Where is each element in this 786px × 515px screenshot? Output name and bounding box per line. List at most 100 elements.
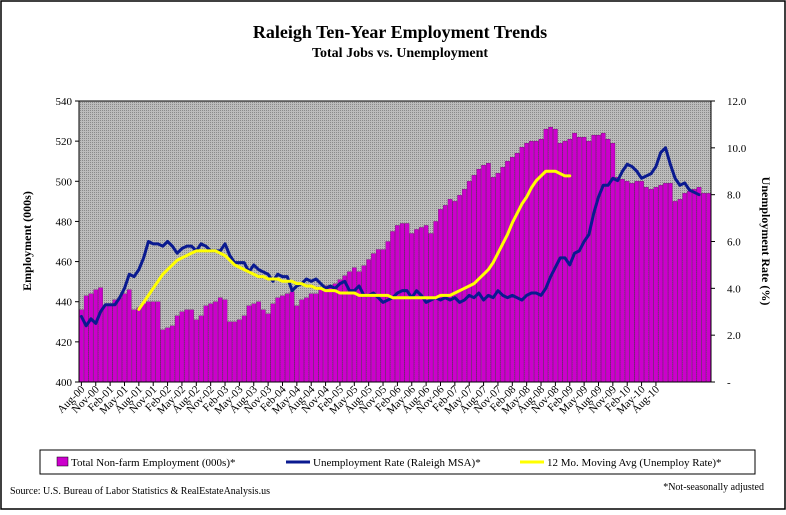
- employment-bar: [409, 233, 415, 383]
- employment-bar: [639, 181, 644, 383]
- employment-bar: [136, 307, 142, 383]
- employment-bar: [682, 193, 687, 383]
- y2-tick-label: 4.0: [727, 283, 741, 295]
- employment-bar: [289, 291, 295, 383]
- y2-tick-label: 6.0: [727, 237, 741, 249]
- employment-bar: [131, 309, 137, 383]
- employment-bar: [308, 293, 314, 383]
- y-tick-label: 540: [56, 96, 73, 108]
- plot-area: [79, 101, 711, 382]
- left-axis-ticks: 400 420 440 460 480 500 520 540: [56, 96, 79, 389]
- employment-bar: [313, 293, 319, 383]
- employment-bar: [395, 225, 400, 383]
- employment-bar: [691, 189, 697, 383]
- employment-bar: [294, 305, 300, 383]
- employment-bar: [648, 189, 654, 383]
- employment-bar: [663, 183, 668, 383]
- employment-bar: [107, 303, 113, 383]
- employment-bar: [232, 321, 237, 383]
- employment-bar: [548, 126, 553, 383]
- employment-bar: [615, 177, 620, 383]
- employment-bar: [414, 229, 419, 383]
- employment-bar: [629, 183, 635, 383]
- employment-bar: [577, 136, 582, 383]
- employment-bar: [687, 191, 692, 383]
- legend-label-unemployment: Unemployment Rate (Raleigh MSA)*: [313, 457, 481, 469]
- employment-bar: [419, 227, 424, 383]
- unemployment-lines: [79, 146, 701, 328]
- employment-bar: [194, 319, 199, 383]
- employment-bar: [88, 293, 94, 383]
- employment-bar: [553, 128, 558, 383]
- employment-bar: [189, 309, 194, 383]
- y-tick-label: 500: [56, 176, 73, 188]
- employment-bar: [600, 132, 606, 383]
- employment-bar: [543, 128, 549, 383]
- employment-bar: [203, 305, 209, 383]
- employment-bar: [160, 329, 166, 383]
- y-tick-label: 440: [56, 297, 73, 309]
- employment-bar: [433, 221, 438, 383]
- y2-tick-label: -: [727, 377, 731, 389]
- employment-bar: [318, 289, 324, 383]
- employment-bar: [375, 249, 381, 383]
- employment-bar: [490, 177, 496, 383]
- employment-bar: [366, 259, 371, 383]
- employment-bar: [658, 185, 664, 383]
- employment-bar: [586, 140, 592, 383]
- employment-bar: [442, 205, 448, 383]
- legend: Total Non-farm Employment (000s)* Unempl…: [39, 449, 756, 475]
- employment-bar: [332, 283, 338, 383]
- y2-tick-label: 10.0: [727, 143, 747, 155]
- employment-bar: [361, 265, 367, 383]
- employment-bar: [500, 167, 506, 383]
- employment-bar: [524, 142, 529, 383]
- employment-bar: [399, 223, 405, 383]
- employment-bar: [495, 173, 501, 383]
- y2-tick-label: 2.0: [727, 330, 741, 342]
- employment-bar: [620, 179, 625, 383]
- y-tick-label: 420: [56, 337, 73, 349]
- employment-bar: [141, 303, 146, 383]
- employment-bar: [668, 183, 673, 383]
- employment-bar: [155, 301, 161, 383]
- employment-bar: [251, 303, 257, 383]
- employment-bar: [222, 299, 228, 383]
- employment-bar: [428, 233, 434, 383]
- employment-bar: [634, 181, 640, 383]
- employment-bar: [514, 153, 520, 383]
- y-tick-label: 480: [56, 216, 73, 228]
- employment-bar: [624, 181, 630, 383]
- employment-bar: [246, 305, 252, 383]
- employment-bar: [447, 199, 453, 383]
- employment-bar: [529, 140, 534, 383]
- employment-bar: [404, 223, 410, 383]
- employment-bar: [227, 321, 233, 383]
- source-note: Source: U.S. Bureau of Labor Statistics …: [10, 486, 270, 497]
- employment-bar: [275, 297, 280, 383]
- employment-bar: [237, 319, 242, 383]
- employment-bar: [150, 301, 156, 383]
- legend-label-employment: Total Non-farm Employment (000s)*: [71, 457, 236, 469]
- employment-bar: [170, 325, 175, 383]
- employment-bar: [112, 299, 118, 383]
- employment-bar: [217, 297, 223, 383]
- employment-bar: [385, 241, 391, 383]
- employment-bar: [103, 305, 108, 383]
- legend-box: [39, 449, 756, 475]
- employment-bar: [462, 189, 467, 383]
- employment-bar: [644, 187, 649, 383]
- employment-bar: [390, 231, 395, 383]
- employment-bar: [605, 138, 611, 383]
- employment-bar: [165, 327, 170, 383]
- employment-bar: [696, 187, 702, 383]
- employment-bar: [241, 315, 247, 383]
- y2-tick-label: 12.0: [727, 96, 747, 108]
- employment-bar: [505, 161, 510, 383]
- employment-bar: [198, 315, 204, 383]
- employment-bar: [256, 301, 261, 383]
- y-tick-label: 520: [56, 136, 73, 148]
- employment-bar: [591, 134, 596, 383]
- employment-bar: [98, 287, 103, 383]
